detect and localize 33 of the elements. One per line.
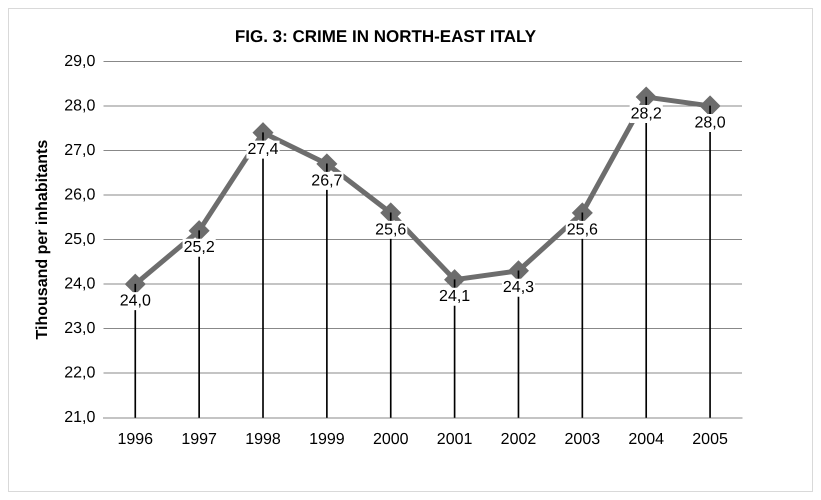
data-label: 27,4 [247, 141, 279, 158]
data-label: 28,2 [630, 105, 662, 122]
x-tick-label: 2002 [500, 430, 536, 448]
data-label: 24,1 [439, 288, 470, 306]
point [190, 221, 209, 240]
y-axis-title: Tihousand per inhabitants [34, 140, 52, 340]
point [445, 270, 464, 290]
x-tick-label: 2005 [692, 430, 728, 448]
y-tick-label: 24,0 [64, 276, 96, 293]
data-label: 28,0 [694, 114, 726, 132]
x-tick-label: 2004 [628, 430, 664, 448]
x-tick-label: 1996 [117, 430, 154, 448]
y-tick-label: 28,0 [64, 97, 96, 114]
y-tick-label: 27,0 [64, 142, 96, 159]
x-tick-label: 2000 [372, 430, 409, 448]
y-tick-label: 25,0 [64, 231, 96, 248]
y-tick-label: 21,0 [64, 409, 96, 426]
y-tick-label: 22,0 [64, 364, 96, 382]
x-tick-label: 1999 [309, 430, 345, 448]
data-label: 25,2 [184, 239, 215, 256]
x-tick-label: 1997 [181, 430, 218, 448]
chart-title: FIG. 3: CRIME IN NORTH-EAST ITALY [234, 26, 537, 46]
data-label: 26,7 [311, 172, 343, 190]
data-label: 25,6 [375, 221, 406, 238]
x-tick-label: 2001 [436, 430, 472, 448]
y-tick-label: 26,0 [64, 186, 96, 204]
y-tick-label: 23,0 [64, 320, 96, 338]
x-tick-label: 1998 [245, 430, 281, 448]
data-label: 24,0 [120, 292, 151, 310]
data-label: 25,6 [566, 221, 598, 238]
y-tick-label: 29,0 [64, 52, 96, 70]
data-label: 24,3 [502, 279, 534, 296]
x-tick-label: 2003 [564, 430, 600, 448]
